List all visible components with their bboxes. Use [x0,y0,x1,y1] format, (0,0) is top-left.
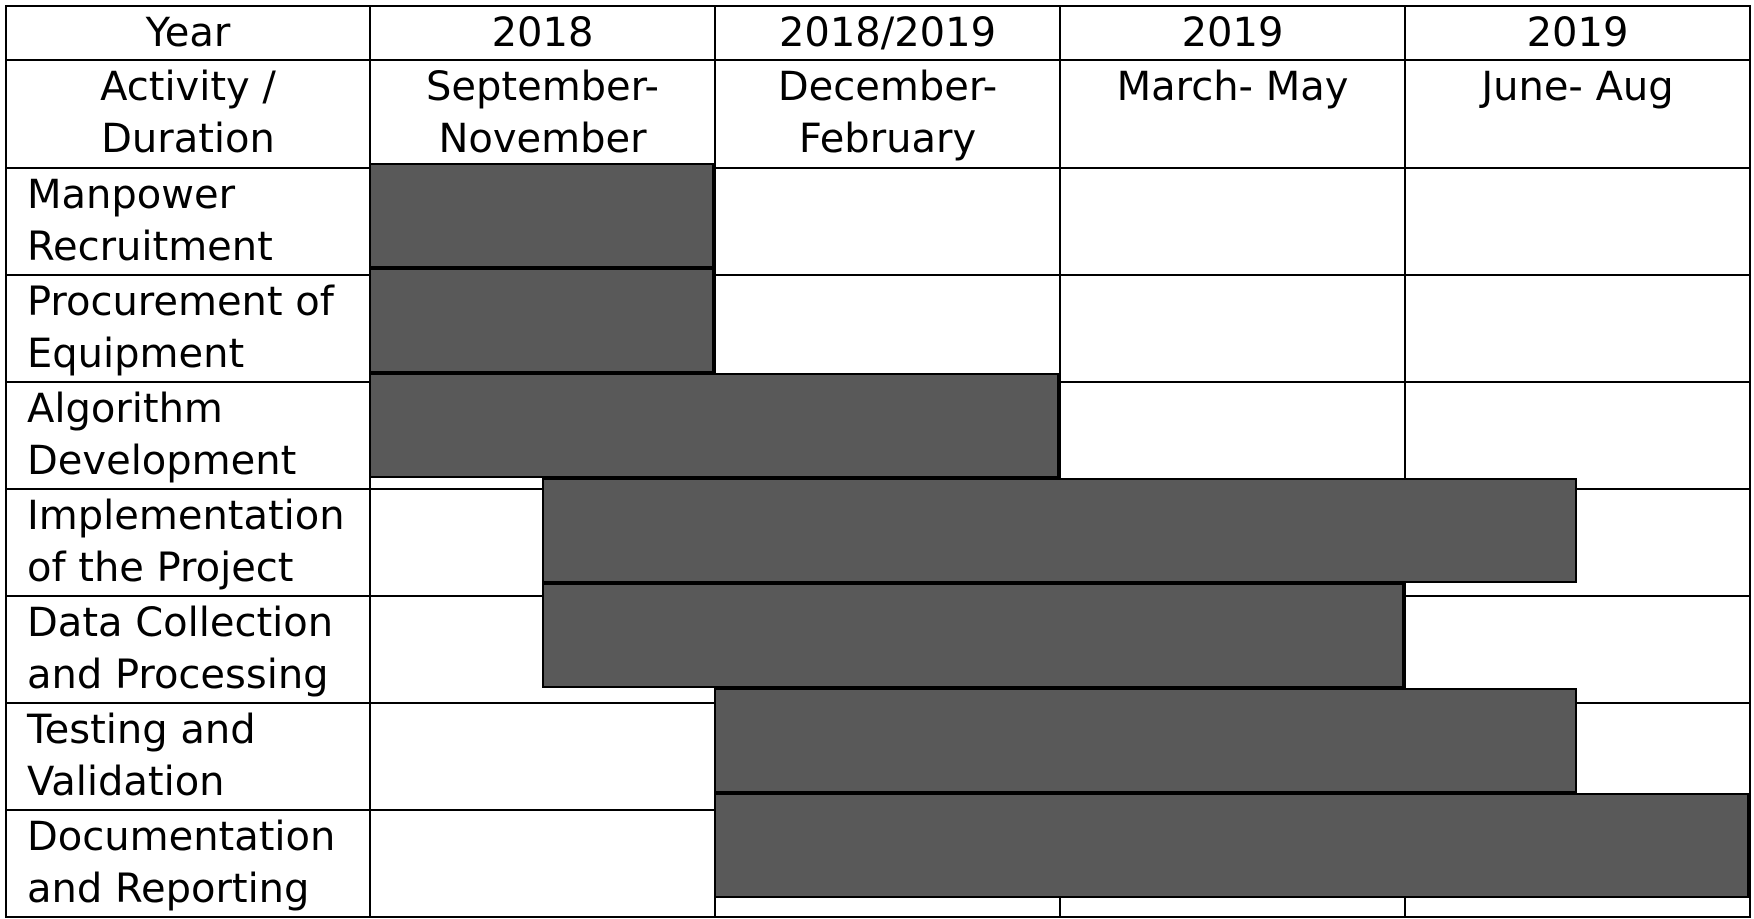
grid-cell [1059,488,1406,597]
grid-cell [369,381,716,490]
schedule-table: Year 2018 2018/2019 2019 2019 Activity /… [5,5,1751,918]
grid-cell [369,702,716,811]
activity-row: Documentation and Reporting [5,809,1751,918]
activity-row: Manpower Recruitment [5,167,1751,276]
gantt-chart: Year 2018 2018/2019 2019 2019 Activity /… [5,5,1751,918]
activity-label: Procurement of Equipment [5,274,371,383]
grid-cell [1059,809,1406,918]
grid-cell [714,167,1061,276]
year-header-col-1: 2018 [369,5,716,61]
activity-row: Testing and Validation [5,702,1751,811]
duration-header-col-2: December-February [714,59,1061,169]
grid-cell [714,381,1061,490]
duration-header-col-4: June- Aug [1404,59,1751,169]
grid-cell [714,702,1061,811]
grid-cell [1404,488,1751,597]
grid-cell [1404,809,1751,918]
grid-cell [714,809,1061,918]
grid-cell [1404,274,1751,383]
grid-cell [1059,274,1406,383]
grid-cell [369,488,716,597]
grid-cell [1059,381,1406,490]
grid-cell [714,595,1061,704]
grid-cell [714,488,1061,597]
activity-label: Testing and Validation [5,702,371,811]
year-row: Year 2018 2018/2019 2019 2019 [5,5,1751,61]
year-header-col-4: 2019 [1404,5,1751,61]
activity-label: Implementation of the Project [5,488,371,597]
year-header-col-3: 2019 [1059,5,1406,61]
duration-header-col-3: March- May [1059,59,1406,169]
grid-cell [1404,381,1751,490]
grid-cell [1404,167,1751,276]
year-header-label: Year [5,5,371,61]
grid-cell [714,274,1061,383]
grid-cell [369,167,716,276]
duration-row: Activity / Duration September-November D… [5,59,1751,169]
year-header-col-2: 2018/2019 [714,5,1061,61]
activity-row: Data Collection and Processing [5,595,1751,704]
grid-cell [1404,702,1751,811]
activity-label: Algorithm Development [5,381,371,490]
grid-cell [1404,595,1751,704]
activity-label: Manpower Recruitment [5,167,371,276]
grid-cell [1059,702,1406,811]
activity-row: Procurement of Equipment [5,274,1751,383]
activity-row: Implementation of the Project [5,488,1751,597]
duration-header-col-1: September-November [369,59,716,169]
grid-cell [1059,167,1406,276]
activity-row: Algorithm Development [5,381,1751,490]
grid-cell [369,809,716,918]
grid-cell [1059,595,1406,704]
grid-cell [369,274,716,383]
grid-cell [369,595,716,704]
activity-label: Documentation and Reporting [5,809,371,918]
activity-label: Data Collection and Processing [5,595,371,704]
duration-header-label: Activity / Duration [5,59,371,169]
